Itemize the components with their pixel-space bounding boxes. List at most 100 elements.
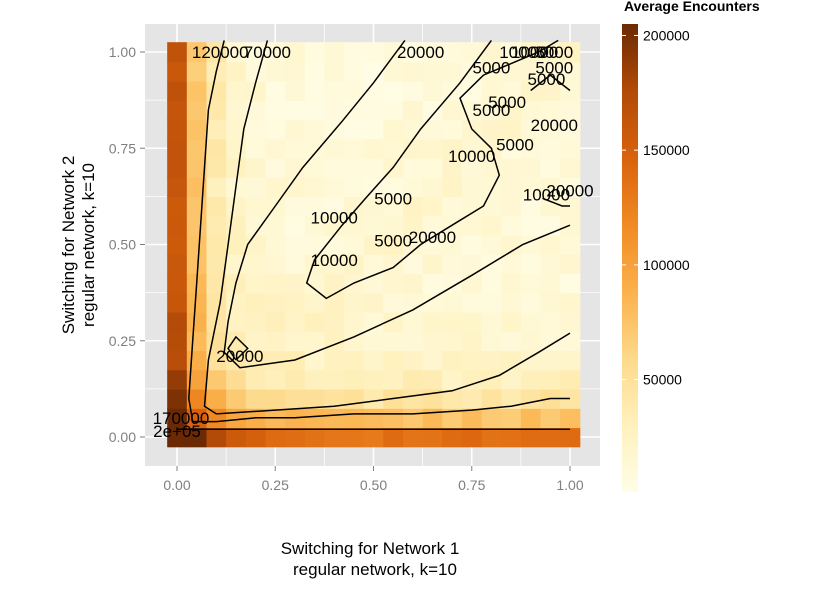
heatmap-tile: [226, 330, 247, 352]
heatmap-tile: [245, 215, 266, 236]
heatmap-tile: [481, 234, 502, 255]
heatmap-tile: [304, 119, 325, 140]
heatmap-tile: [540, 407, 561, 429]
heatmap-tile: [186, 42, 207, 63]
heatmap-tile: [285, 42, 306, 63]
heatmap-tile: [226, 311, 247, 332]
heatmap-tile: [383, 350, 404, 371]
heatmap-tile: [560, 215, 581, 236]
heatmap-tile: [167, 234, 188, 255]
heatmap-tile: [383, 369, 404, 390]
heatmap-tile: [304, 388, 325, 409]
heatmap-tile: [186, 61, 207, 82]
contour-label: 10000: [311, 209, 358, 228]
heatmap-tile: [304, 369, 325, 390]
heatmap-tile: [520, 407, 542, 429]
heatmap-tile: [304, 311, 325, 332]
heatmap-tile: [461, 215, 483, 236]
heatmap-tile: [461, 196, 483, 217]
heatmap-tile: [422, 407, 443, 429]
heatmap-tile: [206, 138, 227, 159]
heatmap-tile: [324, 407, 345, 429]
heatmap-tile: [285, 388, 306, 409]
heatmap-tile: [265, 292, 286, 313]
heatmap-tile: [245, 99, 266, 121]
heatmap-tile: [304, 215, 325, 236]
heatmap-tile: [186, 138, 207, 159]
heatmap-tile: [226, 80, 247, 101]
heatmap-tile: [167, 369, 188, 390]
heatmap-tile: [461, 292, 483, 313]
heatmap-tile: [186, 311, 207, 332]
heatmap-tile: [265, 80, 286, 101]
heatmap-tile: [402, 215, 424, 236]
heatmap-tile: [481, 292, 502, 313]
heatmap-tile: [560, 42, 581, 63]
heatmap-tile: [402, 176, 424, 198]
contour-label: 5000: [472, 101, 510, 120]
x-axis-title-line-2: regular network, k=10: [293, 560, 457, 579]
heatmap-tile: [481, 311, 502, 332]
heatmap-tile: [422, 292, 443, 313]
heatmap-tile: [285, 330, 306, 352]
heatmap-tile: [265, 42, 286, 63]
y-axis-ticks: 0.00 0.25 0.50 0.75 1.00: [109, 44, 145, 445]
contour-line: [188, 40, 225, 422]
heatmap-tile: [265, 157, 286, 178]
heatmap-tile: [461, 388, 483, 409]
heatmap-tile: [442, 369, 463, 390]
heatmap-tile: [481, 388, 502, 409]
heatmap-tile: [324, 253, 345, 275]
heatmap-tile: [540, 427, 561, 448]
heatmap-tile: [422, 138, 443, 159]
heatmap-tile: [363, 350, 384, 371]
heatmap-tile: [383, 42, 404, 63]
heatmap-tile: [461, 176, 483, 198]
heatmap-tile: [186, 99, 207, 121]
heatmap-tile: [383, 119, 404, 140]
heatmap-tile: [344, 157, 365, 178]
heatmap-tile: [501, 330, 522, 352]
heatmap-tile: [383, 61, 404, 82]
heatmap-tile: [304, 273, 325, 294]
heatmap-tile: [461, 369, 483, 390]
heatmap-tile: [304, 196, 325, 217]
heatmap-tile: [540, 119, 561, 140]
heatmap-tile: [520, 138, 542, 159]
y-tick-label: 1.00: [109, 44, 136, 60]
heatmap-tile: [285, 80, 306, 101]
heatmap-tile: [226, 292, 247, 313]
heatmap-tile: [285, 292, 306, 313]
heatmap-tile: [265, 330, 286, 352]
x-tick-label: 1.00: [556, 477, 583, 493]
heatmap-tile: [520, 330, 542, 352]
heatmap-tile: [226, 138, 247, 159]
heatmap-tile: [560, 119, 581, 140]
heatmap-tile: [344, 176, 365, 198]
heatmap-tile: [481, 196, 502, 217]
heatmap-tile: [501, 196, 522, 217]
heatmap-tile: [560, 99, 581, 121]
heatmap-tile: [265, 61, 286, 82]
heatmap-tile: [245, 196, 266, 217]
heatmap-tile: [324, 42, 345, 63]
contour-label: 120000: [192, 43, 249, 62]
heatmap-tile: [540, 157, 561, 178]
heatmap-tile: [186, 234, 207, 255]
heatmap-tile: [167, 330, 188, 352]
heatmap-tile: [501, 311, 522, 332]
heatmap-tile: [540, 273, 561, 294]
heatmap-tile: [186, 292, 207, 313]
x-tick-label: 0.25: [262, 477, 289, 493]
heatmap-tile: [560, 427, 581, 448]
heatmap-tile: [226, 61, 247, 82]
contour-label: 5000: [535, 43, 573, 62]
heatmap-tile: [245, 311, 266, 332]
heatmap-tile: [501, 42, 522, 63]
heatmap-tile: [324, 311, 345, 332]
heatmap-tile: [324, 99, 345, 121]
x-tick-label: 0.50: [360, 477, 387, 493]
heatmap-tile: [344, 388, 365, 409]
